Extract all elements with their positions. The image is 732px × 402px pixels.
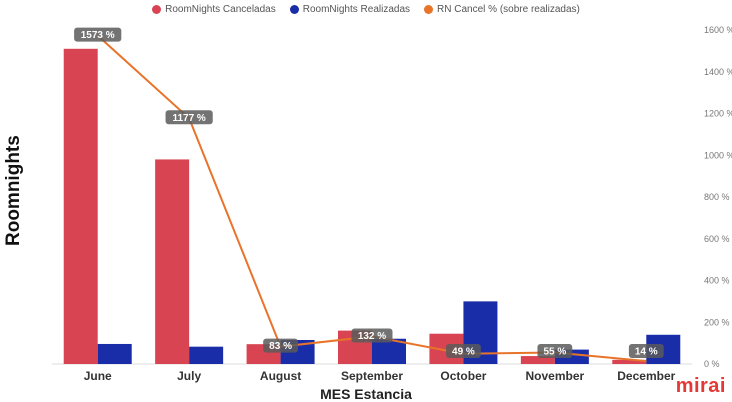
legend-label-realizadas: RoomNights Realizadas bbox=[302, 4, 411, 15]
data-label-text: 49 % bbox=[452, 347, 475, 358]
data-label-text: 1573 % bbox=[81, 30, 115, 41]
data-label-text: 1177 % bbox=[172, 113, 205, 124]
y-right-tick-label: 1400 % bbox=[704, 67, 732, 77]
bar-canceladas bbox=[63, 48, 98, 364]
bar-realizadas bbox=[189, 346, 224, 364]
x-tick-label: September bbox=[341, 369, 403, 383]
data-label-text: 55 % bbox=[543, 347, 566, 358]
legend-label-canceladas: RoomNights Canceladas bbox=[165, 4, 276, 15]
y-right-tick-label: 1600 % bbox=[704, 25, 732, 35]
data-label-text: 14 % bbox=[635, 347, 658, 358]
data-label-box bbox=[263, 338, 298, 353]
legend-item-cancel-pct[interactable]: RN Cancel % (sobre realizadas) bbox=[424, 4, 580, 15]
y-right-tick-label: 1200 % bbox=[704, 109, 732, 119]
bar-realizadas bbox=[97, 343, 132, 364]
data-label-text: 83 % bbox=[269, 341, 292, 352]
data-label-box bbox=[74, 27, 122, 42]
x-axis-title: MES Estancia bbox=[320, 386, 412, 402]
y-right-tick-label: 0 % bbox=[704, 359, 720, 369]
y-right-tick-label: 1000 % bbox=[704, 150, 732, 160]
data-label-box bbox=[628, 344, 664, 358]
data-label-box bbox=[165, 110, 213, 125]
x-tick-label: August bbox=[260, 369, 301, 383]
y-right-tick-label: 800 % bbox=[704, 192, 730, 202]
bar-canceladas bbox=[155, 159, 190, 364]
bar-canceladas bbox=[612, 359, 647, 364]
legend-swatch-cancel-pct bbox=[424, 5, 434, 14]
y-right-tick-label: 200 % bbox=[704, 317, 730, 327]
x-tick-label: December bbox=[617, 369, 675, 383]
x-tick-label: June bbox=[84, 369, 112, 383]
data-label-box bbox=[537, 344, 573, 358]
bar-realizadas bbox=[372, 338, 406, 364]
legend-swatch-canceladas bbox=[152, 5, 162, 14]
x-tick-label: October bbox=[440, 369, 486, 383]
legend-swatch-realizadas bbox=[289, 5, 299, 14]
legend-label-cancel-pct: RN Cancel % (sobre realizadas) bbox=[437, 4, 580, 15]
x-tick-label: November bbox=[526, 369, 585, 383]
y-axis-title: Roomnights bbox=[3, 135, 24, 246]
data-label-text: 132 % bbox=[358, 331, 386, 342]
y-right-tick-label: 600 % bbox=[704, 234, 730, 244]
data-label-box bbox=[446, 344, 481, 358]
chart-legend: RoomNights Canceladas RoomNights Realiza… bbox=[0, 4, 732, 15]
legend-item-realizadas[interactable]: RoomNights Realizadas bbox=[289, 4, 411, 15]
y-right-tick-label: 400 % bbox=[704, 276, 730, 286]
brand-logo: mirai bbox=[675, 375, 726, 397]
bar-canceladas bbox=[520, 356, 555, 364]
data-label-box bbox=[351, 328, 393, 343]
x-tick-label: July bbox=[177, 369, 201, 383]
legend-item-canceladas[interactable]: RoomNights Canceladas bbox=[152, 4, 276, 15]
